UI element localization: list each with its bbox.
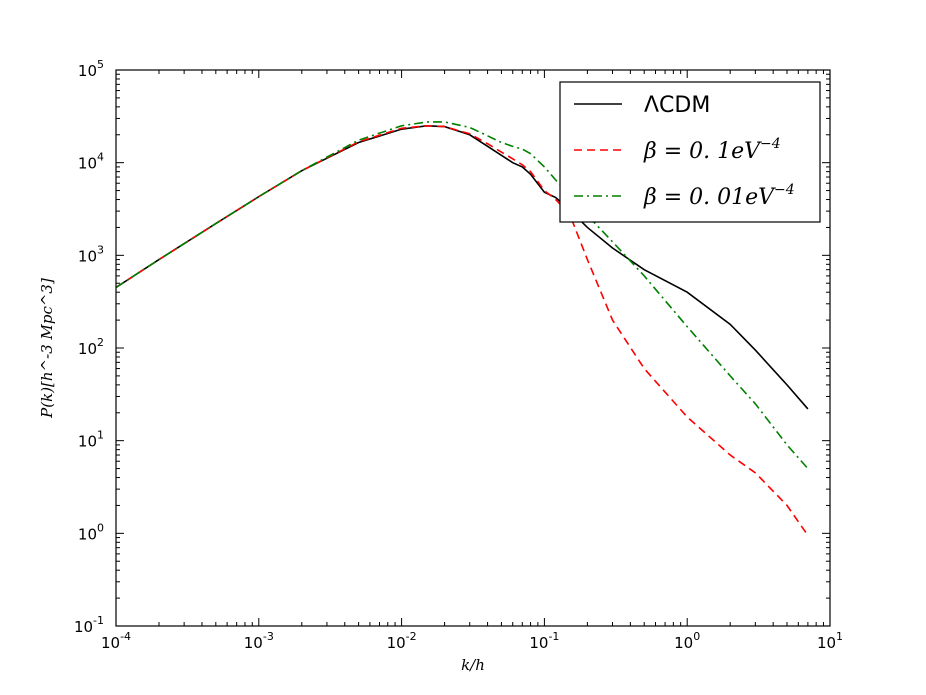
- y-tick-label: 10-1: [74, 614, 104, 636]
- legend-box: [559, 81, 821, 223]
- series-layer: [115, 121, 809, 536]
- x-tick-label: 10-2: [387, 630, 417, 652]
- x-tick-label: 10-4: [101, 630, 131, 652]
- x-tick-label: 100: [674, 630, 700, 652]
- y-tick-label: 101: [78, 429, 104, 451]
- legend-label-0: ΛCDM: [644, 93, 710, 118]
- y-tick-label: 103: [78, 243, 104, 265]
- y-tick-label: 104: [78, 151, 104, 173]
- x-tick-label: 10-3: [244, 630, 274, 652]
- y-tick-label: 102: [78, 336, 104, 358]
- y-tick-label: 100: [78, 521, 104, 543]
- x-axis-label: k/h: [461, 656, 485, 674]
- legend: ΛCDM β = 0. 1eV−4 β = 0. 01eV−4: [559, 81, 821, 223]
- y-axis-label: P(k)[h^-3 Mpc^3]: [38, 278, 56, 419]
- series-line-2: [115, 121, 809, 470]
- legend-entries: ΛCDM β = 0. 1eV−4 β = 0. 01eV−4: [574, 93, 795, 210]
- y-tick-label: 105: [78, 58, 104, 80]
- legend-label-1: β = 0. 1eV−4: [643, 136, 781, 164]
- x-tick-label: 10-1: [529, 630, 559, 652]
- x-tick-label: 101: [817, 630, 843, 652]
- ticks-layer: 10-4 10-3 10-2 10-1 100 101 10-1 100 101 102 103 10…: [74, 58, 843, 652]
- legend-label-2: β = 0. 01eV−4: [643, 182, 795, 210]
